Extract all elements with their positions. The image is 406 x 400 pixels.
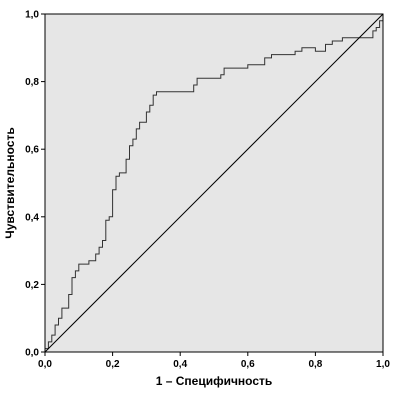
y-tick-label: 0,2 [25,280,39,291]
reference-diagonal-line [44,13,384,353]
y-tick-label: 0,4 [25,212,39,223]
y-tick-label: 0,8 [25,77,39,88]
y-axis-title: Чувствительность [3,127,17,238]
x-axis-title: 1 – Специфичность [156,374,273,388]
y-tick-label: 0,6 [25,145,39,156]
x-tick-label: 0,4 [173,359,187,370]
roc-curve-line [44,14,384,352]
x-tick-label: 1,0 [376,359,390,370]
x-tick-label: 0,0 [38,359,52,370]
x-tick-label: 0,6 [241,359,255,370]
y-tick-label: 0,0 [25,348,39,359]
plot-frame [44,13,384,353]
y-tick-label: 1,0 [25,10,39,21]
x-tick-label: 0,8 [308,359,322,370]
x-tick-label: 0,2 [106,359,120,370]
